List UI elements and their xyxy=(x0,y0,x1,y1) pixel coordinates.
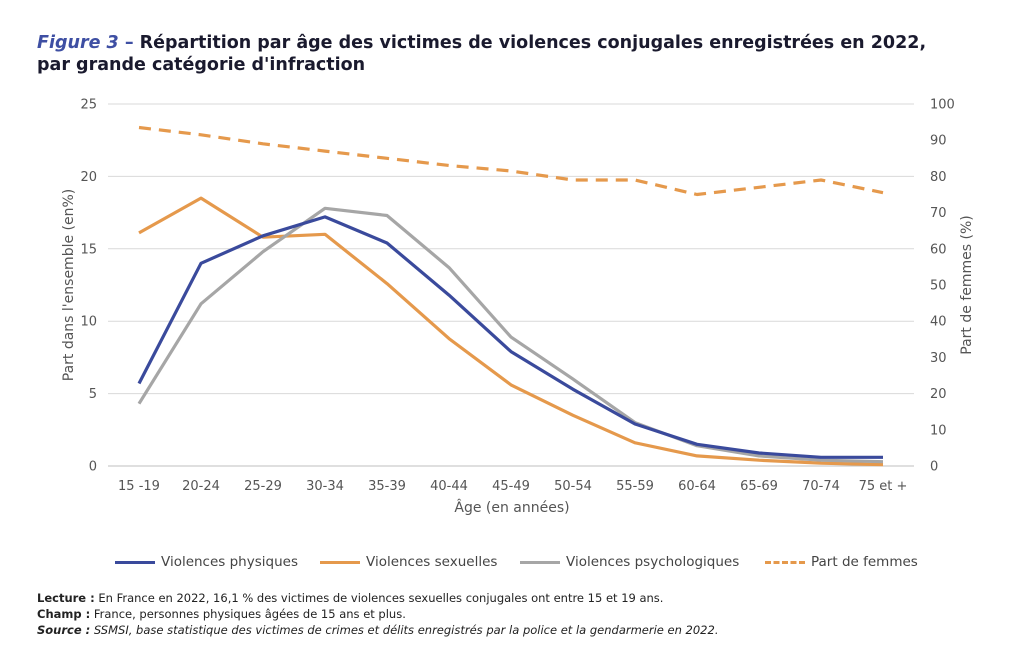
line-chart: 0 5 10 15 20 25 0 10 20 30 40 50 60 70 80 90 100 15 -19… xyxy=(61,98,975,517)
y-left-tick-label: 15 xyxy=(80,242,97,257)
y-right-tick-label: 10 xyxy=(930,423,947,438)
legend-swatch-physiques xyxy=(115,560,155,564)
legend-label-physiques: Violences physiques xyxy=(161,554,298,570)
y-left-tick-label: 0 xyxy=(89,460,97,475)
y-right-tick-label: 100 xyxy=(930,98,955,113)
note-source: Source : SSMSI, base statistique des vic… xyxy=(37,623,719,637)
y-left-tick-label: 20 xyxy=(80,170,97,185)
series-lines xyxy=(137,125,884,467)
y-right-tick-label: 50 xyxy=(930,279,947,294)
chart-title: Figure 3 – Répartition par âge des victi… xyxy=(37,32,997,76)
series-line-part-de-femmes xyxy=(138,125,884,197)
x-tick-label: 60-64 xyxy=(678,479,716,494)
title-line1: Répartition par âge des victimes de viol… xyxy=(139,33,927,53)
series-line-violences-psychologiques xyxy=(137,206,884,464)
legend-label-femmes: Part de femmes xyxy=(811,554,918,570)
title-dash: – xyxy=(124,33,134,53)
x-tick-label: 25-29 xyxy=(244,479,282,494)
y-right-tick-label: 20 xyxy=(930,387,947,402)
legend-item-physiques: Violences physiques xyxy=(115,554,298,570)
x-tick-label: 45-49 xyxy=(492,479,530,494)
legend-swatch-sexuelles xyxy=(320,560,360,564)
x-tick-label: 55-59 xyxy=(616,479,654,494)
x-tick-label: 35-39 xyxy=(368,479,406,494)
y-axis-right-ticks: 0 10 20 30 40 50 60 70 80 90 100 xyxy=(930,98,955,475)
legend-item-femmes: Part de femmes xyxy=(765,554,918,570)
title-line2: par grande catégorie d'infraction xyxy=(37,55,366,75)
x-tick-label: 30-34 xyxy=(306,479,344,494)
x-tick-label: 70-74 xyxy=(802,479,840,494)
x-axis-label: Âge (en années) xyxy=(454,498,569,516)
gridlines xyxy=(108,103,914,467)
y-right-tick-label: 80 xyxy=(930,170,947,185)
y-right-tick-label: 70 xyxy=(930,206,947,221)
footnotes: Lecture : En France en 2022, 16,1 % des … xyxy=(37,590,997,638)
x-tick-label: 75 et + xyxy=(859,479,908,494)
legend-label-sexuelles: Violences sexuelles xyxy=(366,554,498,570)
x-axis-ticks: 15 -19 20-24 25-29 30-34 35-39 40-44 45-49 50-5… xyxy=(118,479,907,494)
figure-label: Figure 3 xyxy=(37,33,119,53)
y-right-tick-label: 40 xyxy=(930,315,947,330)
y-axis-left-ticks: 0 5 10 15 20 25 xyxy=(80,98,97,475)
y-left-tick-label: 5 xyxy=(89,387,97,402)
x-tick-label: 20-24 xyxy=(182,479,220,494)
y-axis-right-label: Part de femmes (%) xyxy=(959,215,975,354)
note-lecture: Lecture : En France en 2022, 16,1 % des … xyxy=(37,591,664,605)
legend-label-psychologiques: Violences psychologiques xyxy=(566,554,740,570)
legend-item-psychologiques: Violences psychologiques xyxy=(520,554,739,570)
series-line-violences-physiques xyxy=(137,215,883,459)
y-left-tick-label: 10 xyxy=(80,315,97,330)
y-right-tick-label: 60 xyxy=(930,242,947,257)
note-champ: Champ : France, personnes physiques âgée… xyxy=(37,607,406,621)
x-tick-label: 50-54 xyxy=(554,479,592,494)
y-left-tick-label: 25 xyxy=(80,98,97,113)
legend-item-sexuelles: Violences sexuelles xyxy=(320,554,497,570)
x-tick-label: 15 -19 xyxy=(118,479,160,494)
series-line-violences-sexuelles xyxy=(138,196,884,467)
x-tick-label: 40-44 xyxy=(430,479,468,494)
x-tick-label: 65-69 xyxy=(740,479,778,494)
y-right-tick-label: 0 xyxy=(930,460,938,475)
legend-swatch-femmes xyxy=(765,560,805,564)
y-axis-left-label: Part dans l'ensemble (en%) xyxy=(61,189,77,382)
y-right-tick-label: 30 xyxy=(930,351,947,366)
legend: Violences physiques Violences sexuelles … xyxy=(115,554,935,576)
y-right-tick-label: 90 xyxy=(930,134,947,149)
legend-swatch-psychologiques xyxy=(520,560,560,564)
